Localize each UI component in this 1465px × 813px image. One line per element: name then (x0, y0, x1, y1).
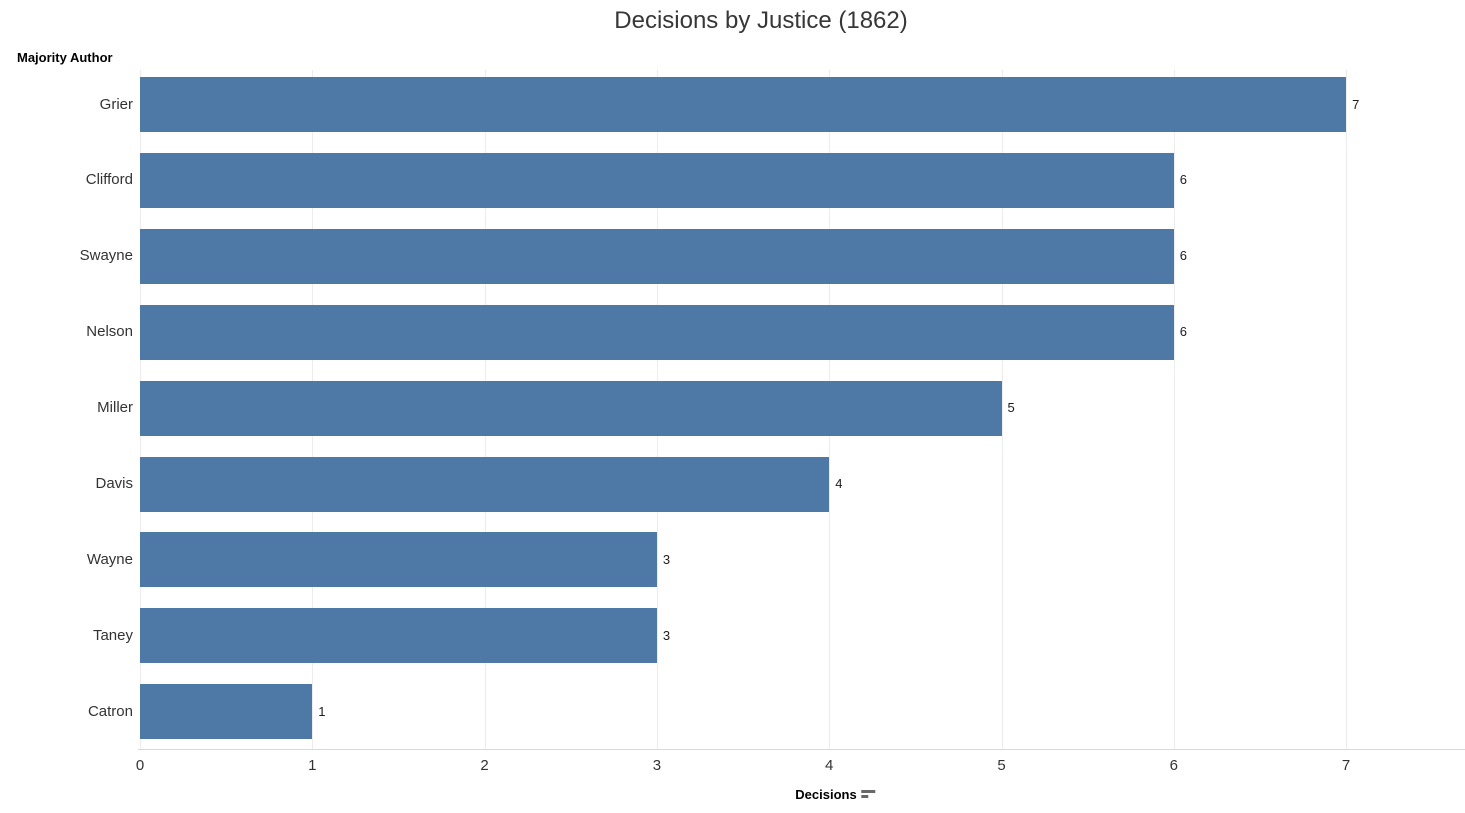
category-label-miller: Miller (97, 399, 133, 417)
bar-wayne[interactable] (140, 532, 657, 588)
bar-davis[interactable] (140, 456, 830, 512)
x-tick-label-2: 2 (480, 757, 489, 774)
value-label-wayne: 3 (662, 551, 671, 567)
category-label-clifford: Clifford (85, 171, 133, 189)
value-label-davis: 4 (835, 476, 843, 491)
category-label-taney: Taney (92, 626, 133, 644)
bar-miller[interactable] (140, 380, 1002, 436)
x-tick-label-1: 1 (308, 757, 317, 774)
x-axis-line (138, 749, 1465, 750)
chart-title: Decisions by Justice (1862) (614, 7, 908, 34)
value-label-swayne: 6 (1179, 248, 1188, 264)
gridline-6 (1173, 70, 1175, 749)
x-tick-label-5: 5 (997, 757, 1006, 774)
bar-nelson[interactable] (140, 304, 1174, 360)
category-label-grier: Grier (99, 95, 133, 113)
x-tick-label-4: 4 (825, 757, 834, 774)
x-axis-title: Decisions (795, 787, 876, 802)
value-label-taney: 3 (662, 627, 671, 643)
x-tick-label-0: 0 (135, 757, 145, 774)
value-label-catron: 1 (318, 703, 326, 719)
y-axis-title: Majority Author (17, 50, 113, 65)
bar-clifford[interactable] (140, 152, 1174, 208)
value-label-nelson: 6 (1179, 324, 1188, 340)
category-label-wayne: Wayne (86, 550, 133, 568)
gridline-5 (1001, 70, 1003, 749)
x-tick-label-6: 6 (1169, 757, 1178, 774)
category-label-davis: Davis (95, 475, 133, 492)
bar-catron[interactable] (140, 684, 313, 740)
category-label-swayne: Swayne (79, 247, 133, 265)
x-axis-title-label: Decisions (795, 787, 857, 802)
value-label-clifford: 6 (1179, 172, 1188, 188)
x-tick-label-7: 7 (1341, 757, 1351, 774)
value-label-grier: 7 (1352, 96, 1360, 112)
gridline-7 (1346, 70, 1348, 749)
category-label-catron: Catron (87, 702, 133, 720)
x-tick-label-3: 3 (652, 757, 662, 774)
bar-swayne[interactable] (140, 228, 1174, 284)
value-label-miller: 5 (1007, 400, 1015, 416)
bar-grier[interactable] (140, 77, 1347, 132)
category-label-nelson: Nelson (86, 323, 133, 341)
sort-descending-icon[interactable] (861, 789, 877, 800)
bar-taney[interactable] (140, 608, 657, 664)
